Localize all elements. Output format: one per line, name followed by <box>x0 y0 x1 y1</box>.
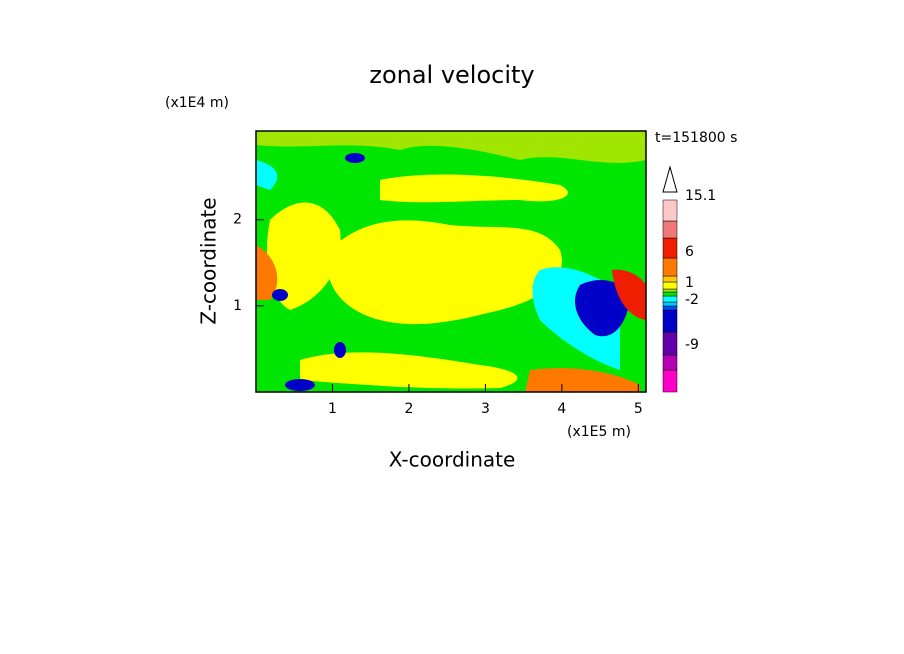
colorbar-label: -9 <box>685 337 699 353</box>
colorbar-band <box>662 237 678 259</box>
x-tick-label: 3 <box>481 401 490 417</box>
colorbar-band <box>662 309 678 333</box>
colorbar-band <box>662 288 678 293</box>
colorbar-label: 15.1 <box>685 188 716 204</box>
colorbar-band <box>662 275 678 283</box>
colorbar-label: -2 <box>685 292 699 308</box>
colorbar-band <box>662 354 678 371</box>
colorbar-band <box>662 295 678 303</box>
plot-frame <box>255 130 647 393</box>
x-tick-label: 5 <box>634 401 643 417</box>
colorbar-band <box>662 281 678 290</box>
x-axis-title: X-coordinate <box>389 448 516 472</box>
colorbar-band <box>662 305 678 311</box>
x-tick-label: 1 <box>328 401 337 417</box>
colorbar-band <box>662 220 678 239</box>
colorbar-label: 1 <box>685 275 694 291</box>
time-label: t=151800 s <box>655 130 737 146</box>
y-axis-title: Z-coordinate <box>197 197 221 324</box>
x-unit: (x1E5 m) <box>567 424 631 440</box>
colorbar-band <box>662 301 678 307</box>
y-unit: (x1E4 m) <box>165 95 229 111</box>
colorbar-band <box>662 369 678 393</box>
colorbar-band <box>662 257 678 277</box>
contour-field <box>256 131 646 392</box>
colorbar-arrow <box>662 165 678 193</box>
chart-title: zonal velocity <box>369 61 534 89</box>
y-tick-label: 2 <box>233 212 242 228</box>
x-tick-label: 4 <box>557 401 566 417</box>
x-tick-label: 2 <box>404 401 413 417</box>
colorbar-label: 6 <box>685 244 694 260</box>
colorbar-band <box>662 331 678 356</box>
colorbar-band <box>662 199 678 222</box>
colorbar-band <box>662 291 678 297</box>
y-tick-label: 1 <box>233 298 242 314</box>
